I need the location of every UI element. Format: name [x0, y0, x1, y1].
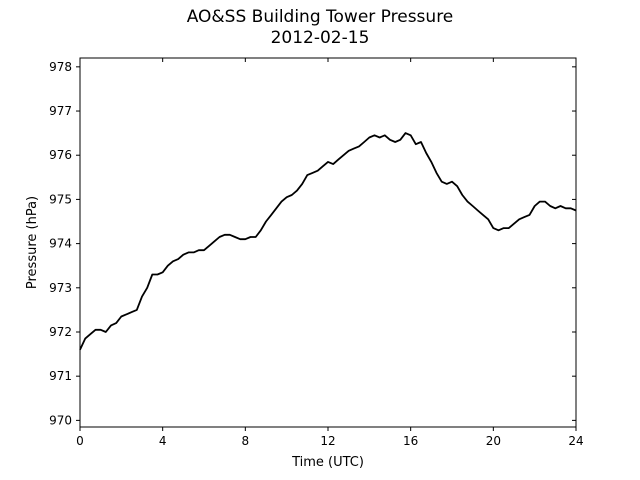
- chart-subtitle: 2012-02-15: [270, 28, 370, 48]
- y-tick-label-975: 975: [49, 192, 72, 206]
- y-axis-title: Pressure (hPa): [25, 196, 40, 289]
- x-tick-label-24: 24: [568, 434, 583, 448]
- plot-frame: [79, 57, 577, 428]
- x-tick-label-0: 0: [76, 434, 84, 448]
- series-line-0: [79, 132, 577, 351]
- chart-title-block: AO&SS Building Tower Pressure 2012-02-15: [0, 7, 640, 49]
- y-tick-label-973: 973: [49, 281, 72, 295]
- x-tick-label-16: 16: [403, 434, 418, 448]
- y-tick-label-974: 974: [49, 237, 72, 251]
- y-tick-label-970: 970: [49, 413, 72, 427]
- x-tick-label-12: 12: [320, 434, 335, 448]
- chart-title: AO&SS Building Tower Pressure: [186, 7, 454, 27]
- x-axis-title: Time (UTC): [291, 455, 364, 470]
- x-tick-label-8: 8: [242, 434, 250, 448]
- x-tick-label-20: 20: [486, 434, 501, 448]
- y-tick-label-978: 978: [49, 60, 72, 74]
- y-tick-label-976: 976: [49, 148, 72, 162]
- x-tick-label-4: 4: [159, 434, 167, 448]
- y-tick-label-977: 977: [49, 104, 72, 118]
- y-tick-label-972: 972: [49, 325, 72, 339]
- y-tick-label-971: 971: [49, 369, 72, 383]
